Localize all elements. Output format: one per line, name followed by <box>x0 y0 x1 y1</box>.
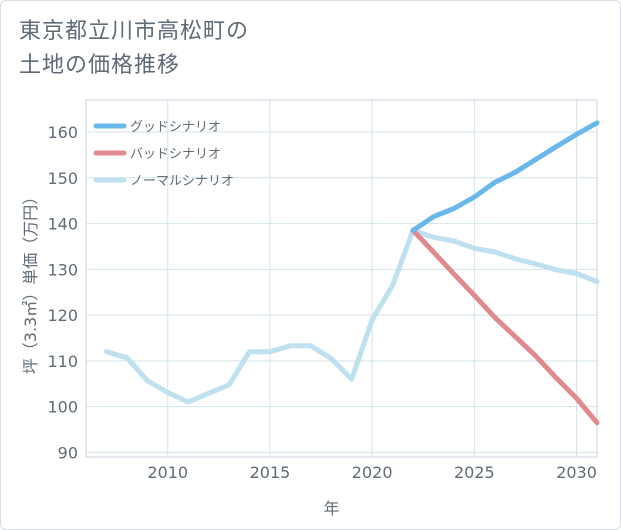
x-tick-label-2010: 2010 <box>147 463 188 482</box>
y-axis-title: 坪（3.3㎡）単価（万円） <box>21 189 40 374</box>
y-tick-label-90: 90 <box>58 443 78 462</box>
series-line-1 <box>410 120 600 233</box>
x-tick-label-2020: 2020 <box>352 463 393 482</box>
y-tick-label-130: 130 <box>47 260 78 279</box>
y-tick-label-120: 120 <box>47 306 78 325</box>
y-tick-label-100: 100 <box>47 398 78 417</box>
chart-title-line-1: 東京都立川市高松町の <box>19 19 250 44</box>
x-axis-title: 年 <box>323 499 339 518</box>
y-tick-label-150: 150 <box>47 169 78 188</box>
chart-title-line-2: 土地の価格推移 <box>19 53 181 78</box>
y-tick-label-140: 140 <box>47 215 78 234</box>
y-tick-label-110: 110 <box>47 352 78 371</box>
x-tick-label-2025: 2025 <box>454 463 495 482</box>
legend-label-1: グッドシナリオ <box>130 120 221 135</box>
series-line-3 <box>103 227 600 405</box>
legend-label-2: バッドシナリオ <box>130 147 221 162</box>
legend-label-3: ノーマルシナリオ <box>130 174 234 189</box>
series-line-2 <box>410 227 600 426</box>
x-tick-label-2015: 2015 <box>250 463 291 482</box>
y-tick-label-160: 160 <box>47 123 78 142</box>
x-tick-label-2030: 2030 <box>556 463 597 482</box>
chart-title: 東京都立川市高松町の 土地の価格推移 <box>19 15 249 83</box>
plot-area <box>85 99 598 458</box>
